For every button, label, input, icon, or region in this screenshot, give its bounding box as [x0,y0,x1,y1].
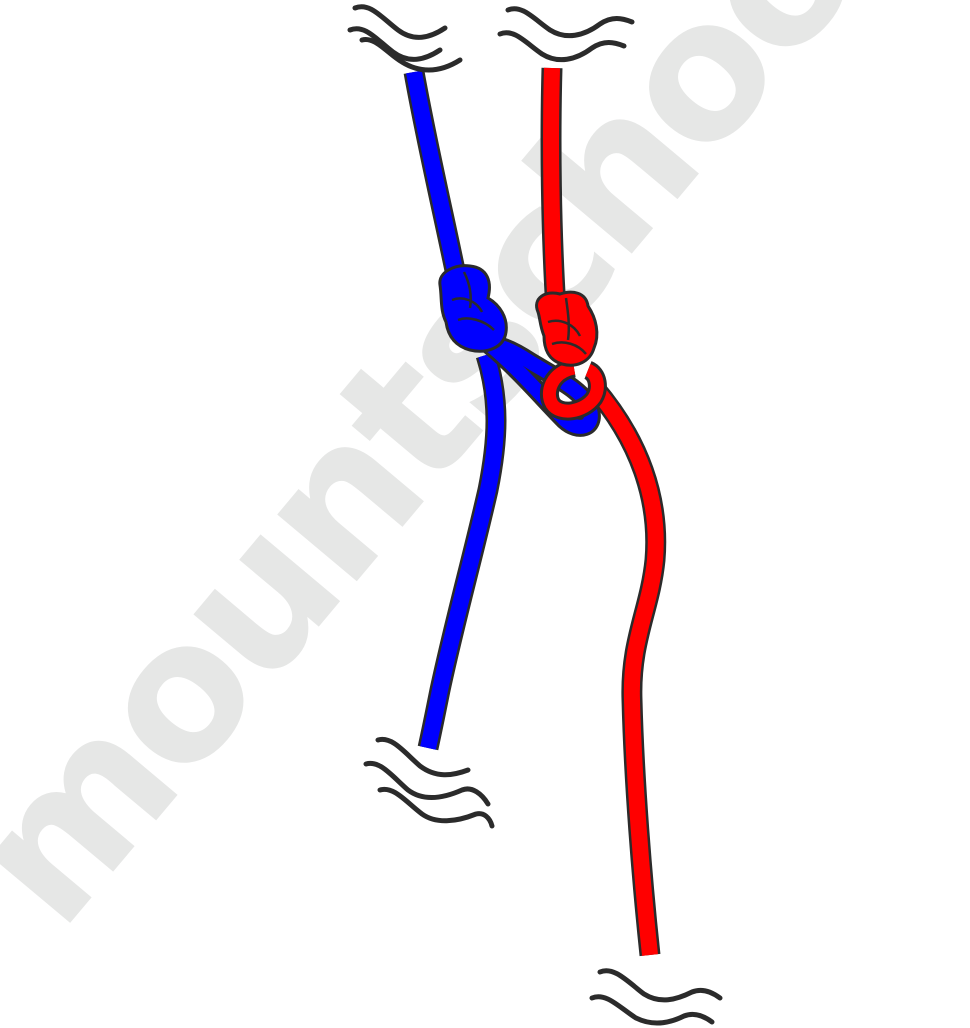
break-mark-blue-top [347,4,463,73]
red-rope [540,67,667,957]
break-mark-red-top [497,6,635,63]
break-mark-red-bottom [589,968,723,1026]
break-mark-blue-bottom [363,736,495,829]
blue-rope [403,70,507,751]
red-overhand-knot [535,290,607,421]
